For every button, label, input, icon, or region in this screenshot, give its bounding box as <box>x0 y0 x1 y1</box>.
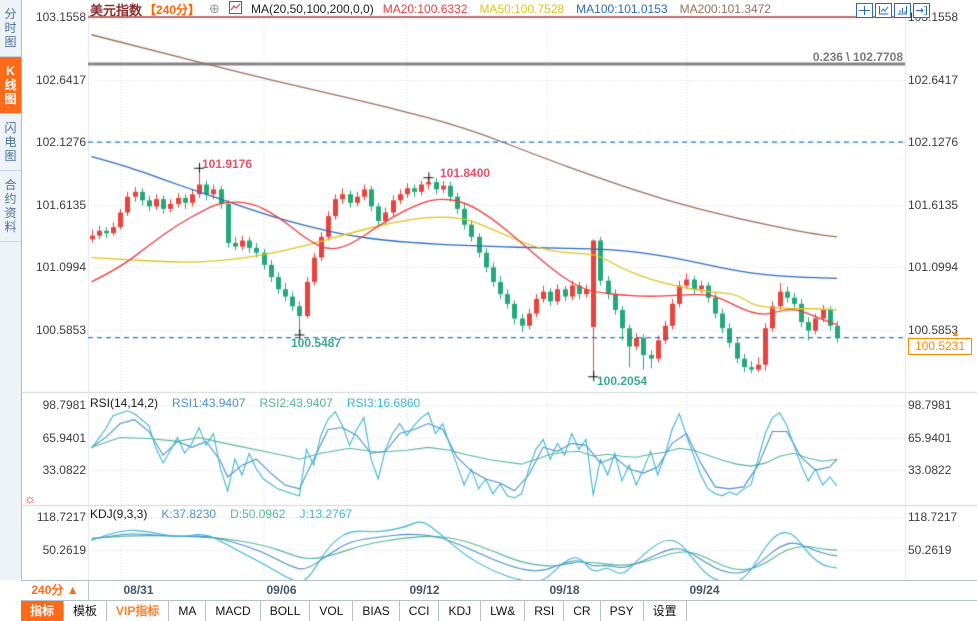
swing-high-1-label: 101.9176 <box>202 157 253 171</box>
swing-low-1-label: 100.5487 <box>291 336 342 350</box>
price-axis-label: 101.0994 <box>35 260 86 275</box>
price-axis-label: 102.6417 <box>35 72 86 87</box>
date-axis-label: 09/18 <box>549 583 580 597</box>
current-price-tag: 100.5231 <box>908 338 972 355</box>
ma-value-label: MA100:101.0153 <box>576 2 668 16</box>
panel-settings-sun-icon[interactable]: ☼ <box>24 491 36 506</box>
crosshair-tool-icon[interactable] <box>856 3 873 18</box>
toolbar-item-设置[interactable]: 设置 <box>644 601 687 621</box>
ma-value-label: MA200:101.3472 <box>679 2 771 16</box>
ma-values: MA20:100.6332 MA50:100.7528 MA100:101.0153… <box>383 2 771 16</box>
kdj-header: KDJ(9,3,3) K:37.8230 D:50.0962 J:13.2767 <box>90 507 352 521</box>
toolbar-item-RSI[interactable]: RSI <box>525 601 565 621</box>
toolbar-item-模板[interactable]: 模板 <box>64 601 108 621</box>
add-compare-icon[interactable]: ⊕ <box>209 1 220 16</box>
indicator-toolbar: 指标 模板 VIP指标 MA MACD BOLL VOL BIAS CCI KDJ LW& RSI CR… <box>21 600 977 621</box>
kdj-header-value: K:37.8230 <box>161 507 217 521</box>
toolbar-item-PSY[interactable]: PSY <box>601 601 644 621</box>
date-axis-label: 09/24 <box>689 583 720 597</box>
toolbar-item-指标[interactable]: 指标 <box>21 601 65 621</box>
toolbar-item-BOLL[interactable]: BOLL <box>261 601 311 621</box>
right-axis-tool-icon[interactable] <box>894 3 911 18</box>
price-axis-label: 102.6417 <box>908 72 959 87</box>
chart-header: 美元指数 【240分】 ⊕ MA(20,50,100,200,0,0) MA20… <box>90 1 771 18</box>
toolbar-item-BIAS[interactable]: BIAS <box>353 601 400 621</box>
interval-tag: 【240分】 <box>144 2 201 17</box>
price-axis-label: 101.6135 <box>35 197 86 212</box>
pop-out-tool-icon[interactable] <box>913 3 930 18</box>
toolbar-item-VOL[interactable]: VOL <box>310 601 354 621</box>
rsi-header: RSI(14,14,2) RSI1:43.9407 RSI2:43.9407 RSI3… <box>90 396 420 410</box>
kdj-axis-label: 118.7217 <box>908 510 958 524</box>
swing-low-2-label: 100.2054 <box>597 374 648 388</box>
interval-selector-label: 240分 ▲ <box>31 583 79 597</box>
kdj-axis-label: 50.2619 <box>908 542 952 557</box>
kdj-header-name: KDJ(9,3,3) <box>90 507 148 521</box>
sidebar-tab-分时图[interactable]: 分时图 <box>0 0 21 57</box>
ma-params-label: MA(20,50,100,200,0,0) <box>250 2 374 16</box>
ma-chart-icon <box>228 1 242 17</box>
sidebar-tab-闪电图[interactable]: 闪电图 <box>0 114 21 171</box>
kdj-axis-label: 118.7217 <box>36 510 86 524</box>
ma-value-label: MA50:100.7528 <box>479 2 565 16</box>
kdj-axis-label: 50.2619 <box>42 542 86 557</box>
price-axis-label: 101.6135 <box>908 197 959 212</box>
kdj-header-value: D:50.0962 <box>230 507 286 521</box>
toolbar-item-KDJ[interactable]: KDJ <box>439 601 482 621</box>
rsi-axis-label: 98.7981 <box>908 398 952 412</box>
instrument-title: 美元指数 <box>90 2 143 18</box>
rsi-header-value: RSI3:16.6860 <box>346 396 421 410</box>
interval-selector[interactable]: 240分 ▲ <box>22 581 89 601</box>
price-axis-label: 102.1276 <box>908 135 959 150</box>
rsi-axis-label: 33.0822 <box>42 463 86 477</box>
rsi-axis-label: 65.9401 <box>42 430 86 445</box>
rsi-axis-label: 33.0822 <box>908 463 952 477</box>
price-up-arrow-icon: ▲ <box>951 328 960 338</box>
left-axis-tool-icon[interactable] <box>875 3 892 18</box>
rsi-header-value: RSI1:43.9407 <box>172 396 246 410</box>
current-price-value: 100.5231 <box>914 339 966 353</box>
time-axis: 240分 ▲ 08/31 09/06 09/12 09/18 09/24 <box>21 580 977 601</box>
chart-canvas[interactable] <box>0 0 977 580</box>
rsi-header-name: RSI(14,14,2) <box>90 396 159 410</box>
price-axis-label: 100.5853 <box>35 322 86 337</box>
header-tools <box>856 3 930 18</box>
date-axis-label: 09/06 <box>266 583 297 597</box>
price-axis-label: 102.1276 <box>35 135 86 150</box>
swing-high-2-label: 101.8400 <box>440 166 491 180</box>
date-axis-label: 08/31 <box>123 583 154 597</box>
kdj-header-value: J:13.2767 <box>299 507 353 521</box>
rsi-header-value: RSI2:43.9407 <box>259 396 333 410</box>
price-axis-label: 103.1558 <box>35 10 86 24</box>
toolbar-item-LW&[interactable]: LW& <box>481 601 526 621</box>
price-axis-label: 101.0994 <box>908 260 959 275</box>
toolbar-item-MACD[interactable]: MACD <box>206 601 261 621</box>
price-axis-label: 100.5853 <box>908 322 959 337</box>
toolbar-item-CR[interactable]: CR <box>564 601 601 621</box>
ma-value-label: MA20:100.6332 <box>382 2 468 16</box>
date-axis-label: 09/12 <box>409 583 440 597</box>
rsi-axis-label: 98.7981 <box>42 398 86 412</box>
toolbar-item-MA[interactable]: MA <box>169 601 207 621</box>
fib-level-label: 0.236 \ 102.7708 <box>812 50 903 64</box>
toolbar-item-VIP指标[interactable]: VIP指标 <box>107 601 170 621</box>
sidebar-tab-合约资料[interactable]: 合约资料 <box>0 171 21 242</box>
toolbar-item-CCI[interactable]: CCI <box>400 601 440 621</box>
rsi-axis-label: 65.9401 <box>908 430 952 445</box>
